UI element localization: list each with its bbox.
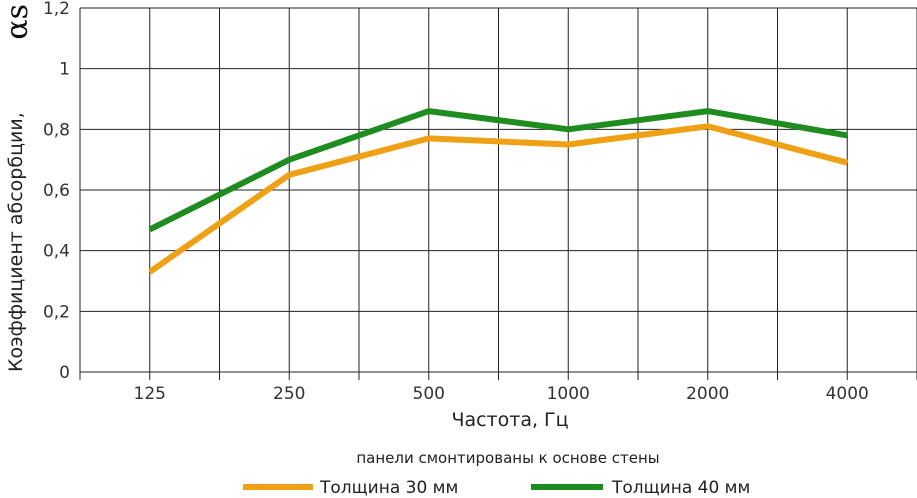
y-axis-symbol: αs <box>0 4 35 40</box>
y-tick-label: 0,4 <box>43 242 70 262</box>
y-tick-label: 1 <box>59 60 70 80</box>
y-tick-label: 0,6 <box>43 181 70 201</box>
legend-label-40mm: Толщина 40 мм <box>611 478 750 498</box>
series-line-30mm <box>148 123 849 275</box>
x-tick-label: 500 <box>413 384 445 404</box>
mounting-note: панели смонтированы к основе стены <box>356 449 659 467</box>
y-tick-labels: 0 0,2 0,4 0,6 0,8 1 1,2 <box>43 0 70 383</box>
x-axis-label: Частота, Гц <box>451 409 568 431</box>
series-lines <box>148 108 849 275</box>
x-tick-label: 1000 <box>547 384 590 404</box>
x-tick-label: 4000 <box>826 384 869 404</box>
y-axis-label: Коэффициент абсорбции, <box>5 112 27 372</box>
x-tick-label: 2000 <box>686 384 729 404</box>
x-tick-labels: 125 250 500 1000 2000 4000 <box>134 384 869 404</box>
x-tick-label: 125 <box>134 384 166 404</box>
y-tick-label: 0,2 <box>43 302 70 322</box>
x-tick-label: 250 <box>273 384 305 404</box>
grid <box>79 7 917 380</box>
y-tick-label: 0,8 <box>43 120 70 140</box>
legend: Толщина 30 мм Толщина 40 мм <box>243 478 750 498</box>
legend-label-30mm: Толщина 30 мм <box>319 478 458 498</box>
y-tick-label: 1,2 <box>43 0 70 19</box>
y-tick-label: 0 <box>59 363 70 383</box>
series-line-40mm <box>148 108 848 233</box>
